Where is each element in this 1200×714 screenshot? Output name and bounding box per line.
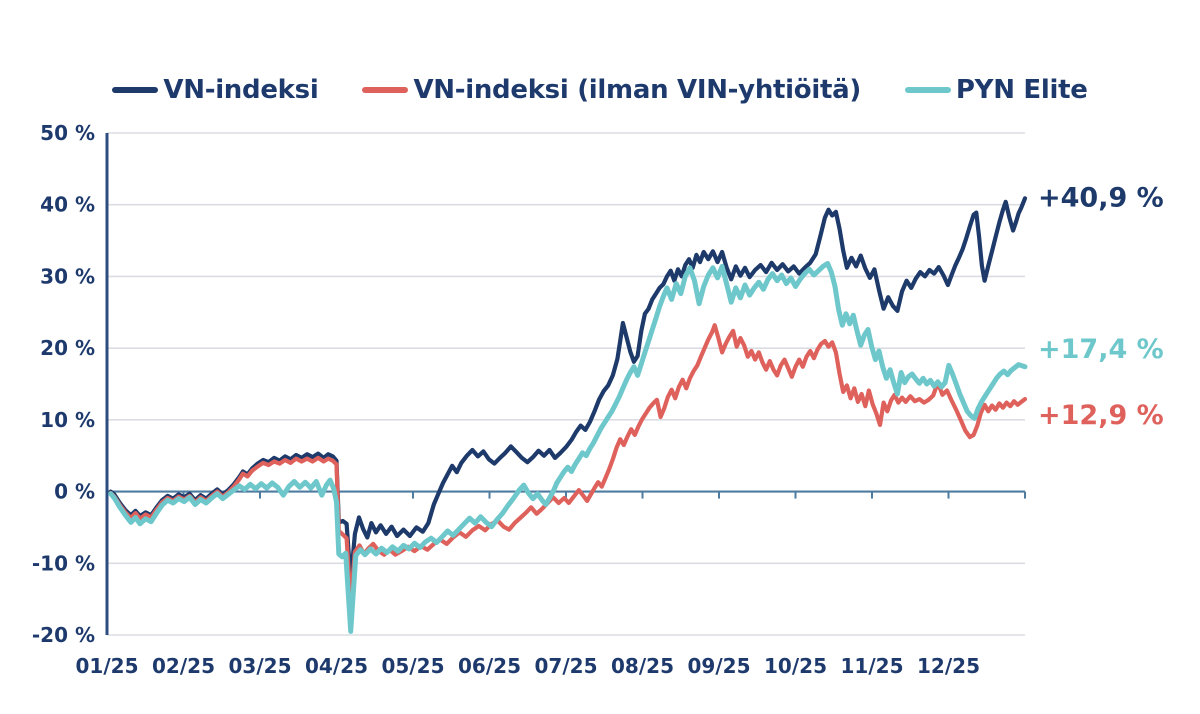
x-axis-label: 04/25 bbox=[305, 654, 368, 678]
x-axis-label: 06/25 bbox=[458, 654, 521, 678]
legend-item-pyn-elite: PYN Elite bbox=[904, 75, 1088, 105]
series-line-vn-indeksi-ilman-vin-yhti-it bbox=[108, 323, 1028, 605]
y-axis-label: 40 % bbox=[40, 193, 95, 217]
legend-line-swatch-red bbox=[362, 87, 409, 93]
y-axis-label: 10 % bbox=[40, 408, 95, 432]
chart-legend: VN-indeksi VN-indeksi (ilman VIN-yhtiöit… bbox=[0, 68, 1200, 112]
y-axis-label: -10 % bbox=[32, 551, 95, 575]
x-axis-label: 03/25 bbox=[229, 654, 292, 678]
x-axis-label: 12/25 bbox=[917, 654, 980, 678]
x-axis-label: 08/25 bbox=[611, 654, 674, 678]
x-axis-label: 11/25 bbox=[841, 654, 904, 678]
x-axis-label: 07/25 bbox=[535, 654, 598, 678]
y-axis-label: -20 % bbox=[32, 623, 95, 647]
legend-item-vn-indeksi-ilman-vin: VN-indeksi (ilman VIN-yhtiöitä) bbox=[362, 75, 861, 105]
x-axis-label: 09/25 bbox=[688, 654, 751, 678]
series-line-pyn-elite bbox=[108, 261, 1028, 634]
legend-label-vn-indeksi: VN-indeksi bbox=[163, 75, 319, 105]
x-axis-label: 10/25 bbox=[764, 654, 827, 678]
end-value-label: +12,9 % bbox=[1038, 400, 1164, 431]
end-value-label: +40,9 % bbox=[1038, 182, 1164, 213]
y-axis-label: 30 % bbox=[40, 264, 95, 288]
legend-line-swatch-navy bbox=[112, 87, 159, 93]
y-axis-label: 0 % bbox=[54, 480, 95, 504]
legend-label-vn-indeksi-ilman-vin: VN-indeksi (ilman VIN-yhtiöitä) bbox=[413, 75, 861, 105]
legend-line-swatch-teal bbox=[904, 87, 951, 93]
y-axis-label: 50 % bbox=[40, 121, 95, 145]
series-line-vn-indeksi bbox=[108, 196, 1028, 584]
y-axis-label: 20 % bbox=[40, 336, 95, 360]
x-axis-label: 02/25 bbox=[152, 654, 215, 678]
legend-item-vn-indeksi: VN-indeksi bbox=[112, 75, 319, 105]
end-value-label: +17,4 % bbox=[1038, 334, 1164, 365]
x-axis-label: 01/25 bbox=[76, 654, 139, 678]
x-axis-label: 05/25 bbox=[382, 654, 445, 678]
legend-label-pyn-elite: PYN Elite bbox=[955, 75, 1088, 105]
